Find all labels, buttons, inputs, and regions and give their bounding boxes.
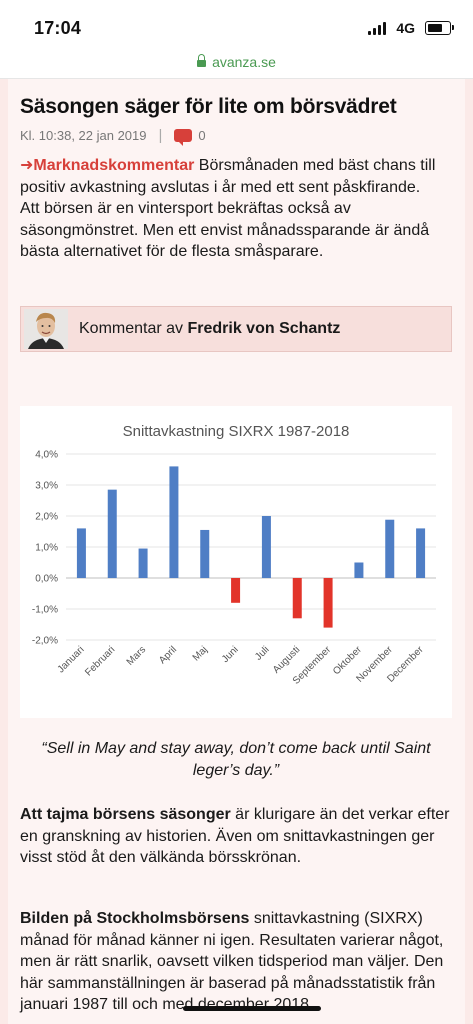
chart-title: Snittavkastning SIXRX 1987-2018 xyxy=(123,423,350,440)
comment-count[interactable]: 0 xyxy=(198,128,206,143)
returns-chart: Snittavkastning SIXRX 1987-2018 -2,0% -1,… xyxy=(20,406,452,718)
battery-icon xyxy=(425,21,454,35)
arrow-right-icon: ➜ xyxy=(20,157,34,174)
url-text: avanza.se xyxy=(212,54,276,70)
chart-y-tick-label: 2,0% xyxy=(35,512,58,523)
signal-icon xyxy=(368,21,387,35)
article-lead: ➜Marknadskommentar Börsmånaden med bäst … xyxy=(20,155,440,263)
article-meta: Kl. 10:38, 22 jan 2019 | 0 xyxy=(20,127,206,146)
chart-bar-december xyxy=(416,528,426,578)
comment-icon[interactable] xyxy=(174,129,193,146)
chart-bar-oktober xyxy=(354,562,364,578)
chart-bar-september xyxy=(323,578,333,628)
chart-x-tick-label: Mars xyxy=(125,644,149,668)
chart-bar-november xyxy=(385,519,395,578)
chart-bar-april xyxy=(169,466,179,578)
paragraph-1: Att tajma börsens säsonger är klurigare … xyxy=(20,804,450,869)
chart-bar-mars xyxy=(138,548,148,578)
chart-bar-juni xyxy=(231,578,241,603)
chart-bar-januari xyxy=(76,528,86,578)
chart-bar-februari xyxy=(107,489,117,578)
paragraph-2: Bilden på Stockholmsbörsens snittavkastn… xyxy=(20,908,450,1016)
chart-y-tick-label: -2,0% xyxy=(32,636,58,647)
author-byline: Kommentar av Fredrik von Schantz xyxy=(79,320,340,338)
chart-x-tick-label: Februari xyxy=(83,644,117,678)
article-timestamp: Kl. 10:38, 22 jan 2019 xyxy=(20,128,147,143)
author-avatar xyxy=(24,309,68,349)
network-type: 4G xyxy=(396,20,415,36)
chart-x-tick-label: Maj xyxy=(191,644,210,663)
chart-y-tick-label: 4,0% xyxy=(35,450,58,461)
chart-bar-maj xyxy=(200,529,210,578)
paragraph-1-bold: Att tajma börsens säsonger xyxy=(20,806,231,823)
url-display[interactable]: avanza.se xyxy=(197,54,276,70)
author-name[interactable]: Fredrik von Schantz xyxy=(187,320,341,337)
quote-text: “Sell in May and stay away, don’t come b… xyxy=(41,740,431,779)
address-bar[interactable]: avanza.se xyxy=(0,46,473,79)
paragraph-2-text: snittavkastning (SIXRX) månad för månad … xyxy=(20,910,444,1013)
chart-x-tick-label: Juni xyxy=(220,644,241,665)
chart-y-tick-label: 3,0% xyxy=(35,481,58,492)
chart-x-tick-label: April xyxy=(157,644,179,666)
status-indicators: 4G xyxy=(368,20,454,36)
chart-bar-augusti xyxy=(292,578,302,619)
returns-chart-svg: Snittavkastning SIXRX 1987-2018 -2,0% -1,… xyxy=(32,423,436,687)
chart-y-tick-label: -1,0% xyxy=(32,605,58,616)
paragraph-1-text: är klurigare än det verkar efter en gran… xyxy=(20,806,450,866)
kicker-label[interactable]: Marknadskommentar xyxy=(33,157,195,174)
chart-y-tick-label: 1,0% xyxy=(35,543,58,554)
meta-separator: | xyxy=(158,127,163,144)
paragraph-2-bold: Bilden på Stockholmsbörsens xyxy=(20,910,250,927)
home-indicator[interactable] xyxy=(183,1006,321,1011)
lead-text: Börsmånaden med bäst chans till positiv … xyxy=(20,157,436,260)
author-box[interactable]: Kommentar av Fredrik von Schantz xyxy=(20,306,452,352)
chart-x-tick-label: Juli xyxy=(253,644,271,662)
author-prefix: Kommentar av xyxy=(79,320,188,337)
chart-bar-juli xyxy=(261,516,271,578)
chart-y-tick-label: 0,0% xyxy=(35,574,58,585)
lock-icon xyxy=(197,54,207,67)
status-time: 17:04 xyxy=(34,18,82,38)
status-bar: 17:04 4G xyxy=(0,0,473,46)
article-title: Säsongen säger för lite om börsvädret xyxy=(20,95,397,118)
